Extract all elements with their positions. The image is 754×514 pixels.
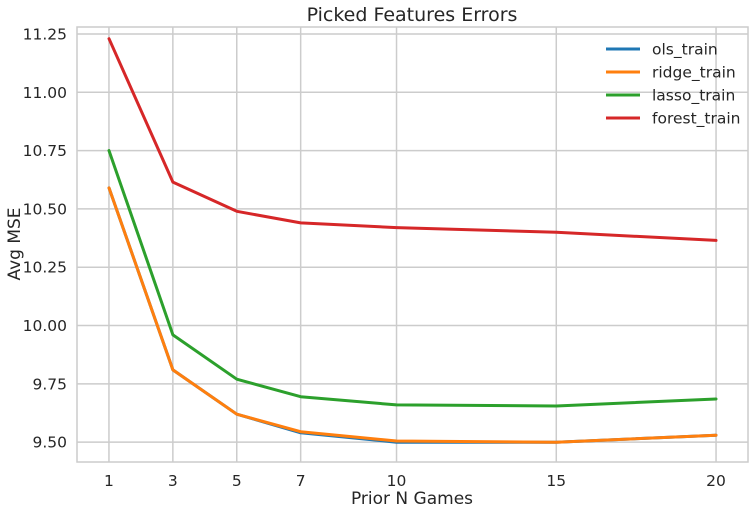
series-line-lasso-train (107, 149, 718, 408)
chart-title: Picked Features Errors (307, 4, 518, 26)
y-tick-label: 9.75 (32, 375, 67, 393)
y-tick-label: 10.75 (23, 142, 67, 160)
x-tick-label: 15 (546, 472, 566, 490)
y-axis: 9.50 9.75 10.00 10.25 10.50 10.75 11.00 11.25 (23, 25, 67, 451)
x-tick-label: 7 (296, 472, 306, 490)
legend-label: lasso_train (652, 87, 735, 106)
grid (77, 27, 748, 462)
plot-frame (76, 26, 749, 463)
y-tick-label: 9.50 (32, 434, 67, 452)
y-tick-label: 10.00 (23, 317, 67, 335)
series-lines (107, 37, 718, 444)
legend-label: ridge_train (652, 64, 736, 83)
x-tick-label: 3 (168, 472, 178, 490)
y-tick-label: 10.25 (23, 259, 67, 277)
legend: ols_train ridge_train lasso_train forest_tr… (606, 41, 741, 129)
x-tick-label: 20 (706, 472, 726, 490)
series-line-forest-train (107, 37, 718, 242)
legend-label: forest_train (652, 110, 741, 129)
y-axis-label: Avg MSE (5, 207, 25, 280)
series-line-ridge-train (107, 186, 718, 444)
x-axis-label: Prior N Games (351, 489, 473, 509)
y-tick-label: 11.25 (23, 25, 67, 43)
x-tick-label: 5 (232, 472, 242, 490)
x-axis: 1 3 5 7 10 15 20 (104, 472, 726, 490)
y-tick-label: 11.00 (23, 84, 67, 102)
y-tick-label: 10.50 (23, 200, 67, 218)
x-tick-label: 10 (387, 472, 407, 490)
plot-background (77, 27, 748, 462)
legend-label: ols_train (652, 41, 718, 60)
x-tick-label: 1 (104, 472, 114, 490)
